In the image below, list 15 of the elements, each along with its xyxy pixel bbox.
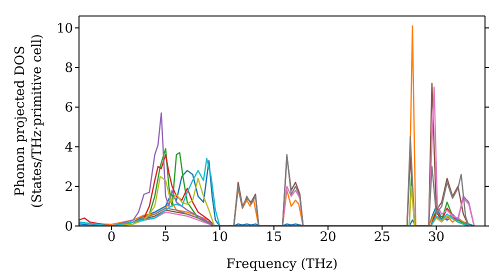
- x-tick-label: 20: [320, 230, 336, 246]
- y-axis-title: Phonon projected DOS (States/THz·primitive cell): [13, 34, 45, 208]
- x-tick-label: 25: [374, 230, 390, 246]
- y-tick-label: 2: [64, 180, 73, 195]
- x-tick-label: 10: [211, 230, 228, 246]
- y-tick-label: 0: [64, 220, 73, 235]
- x-axis-title: Frequency (THz): [226, 257, 338, 272]
- y-tick-label: 4: [64, 140, 73, 156]
- y-tick-label: 6: [64, 100, 73, 116]
- x-tick-label: 5: [161, 230, 170, 246]
- x-tick-label: 15: [266, 230, 282, 246]
- x-tick-label: 0: [107, 230, 116, 246]
- x-tick-label: 30: [428, 230, 445, 246]
- y-tick-label: 8: [64, 61, 73, 76]
- y-tick-label: 10: [56, 22, 73, 36]
